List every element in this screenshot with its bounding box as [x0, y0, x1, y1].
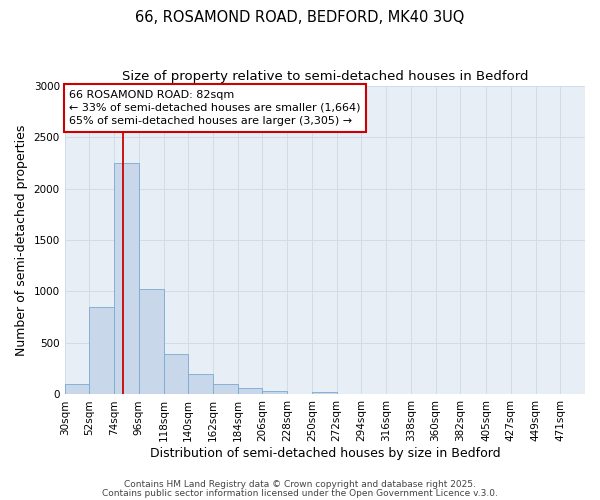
- Title: Size of property relative to semi-detached houses in Bedford: Size of property relative to semi-detach…: [122, 70, 528, 83]
- Bar: [139, 290, 164, 395]
- Text: 66, ROSAMOND ROAD, BEDFORD, MK40 3UQ: 66, ROSAMOND ROAD, BEDFORD, MK40 3UQ: [136, 10, 464, 25]
- Y-axis label: Number of semi-detached properties: Number of semi-detached properties: [15, 124, 28, 356]
- Bar: [65, 384, 89, 394]
- Bar: [262, 392, 287, 394]
- Bar: [188, 374, 213, 394]
- Bar: [164, 354, 188, 395]
- Bar: [238, 388, 262, 394]
- Text: 66 ROSAMOND ROAD: 82sqm
← 33% of semi-detached houses are smaller (1,664)
65% of: 66 ROSAMOND ROAD: 82sqm ← 33% of semi-de…: [69, 90, 361, 126]
- X-axis label: Distribution of semi-detached houses by size in Bedford: Distribution of semi-detached houses by …: [149, 447, 500, 460]
- Text: Contains public sector information licensed under the Open Government Licence v.: Contains public sector information licen…: [102, 489, 498, 498]
- Bar: [114, 163, 139, 394]
- Text: Contains HM Land Registry data © Crown copyright and database right 2025.: Contains HM Land Registry data © Crown c…: [124, 480, 476, 489]
- Bar: [213, 384, 238, 394]
- Bar: [312, 392, 337, 394]
- Bar: [89, 307, 114, 394]
